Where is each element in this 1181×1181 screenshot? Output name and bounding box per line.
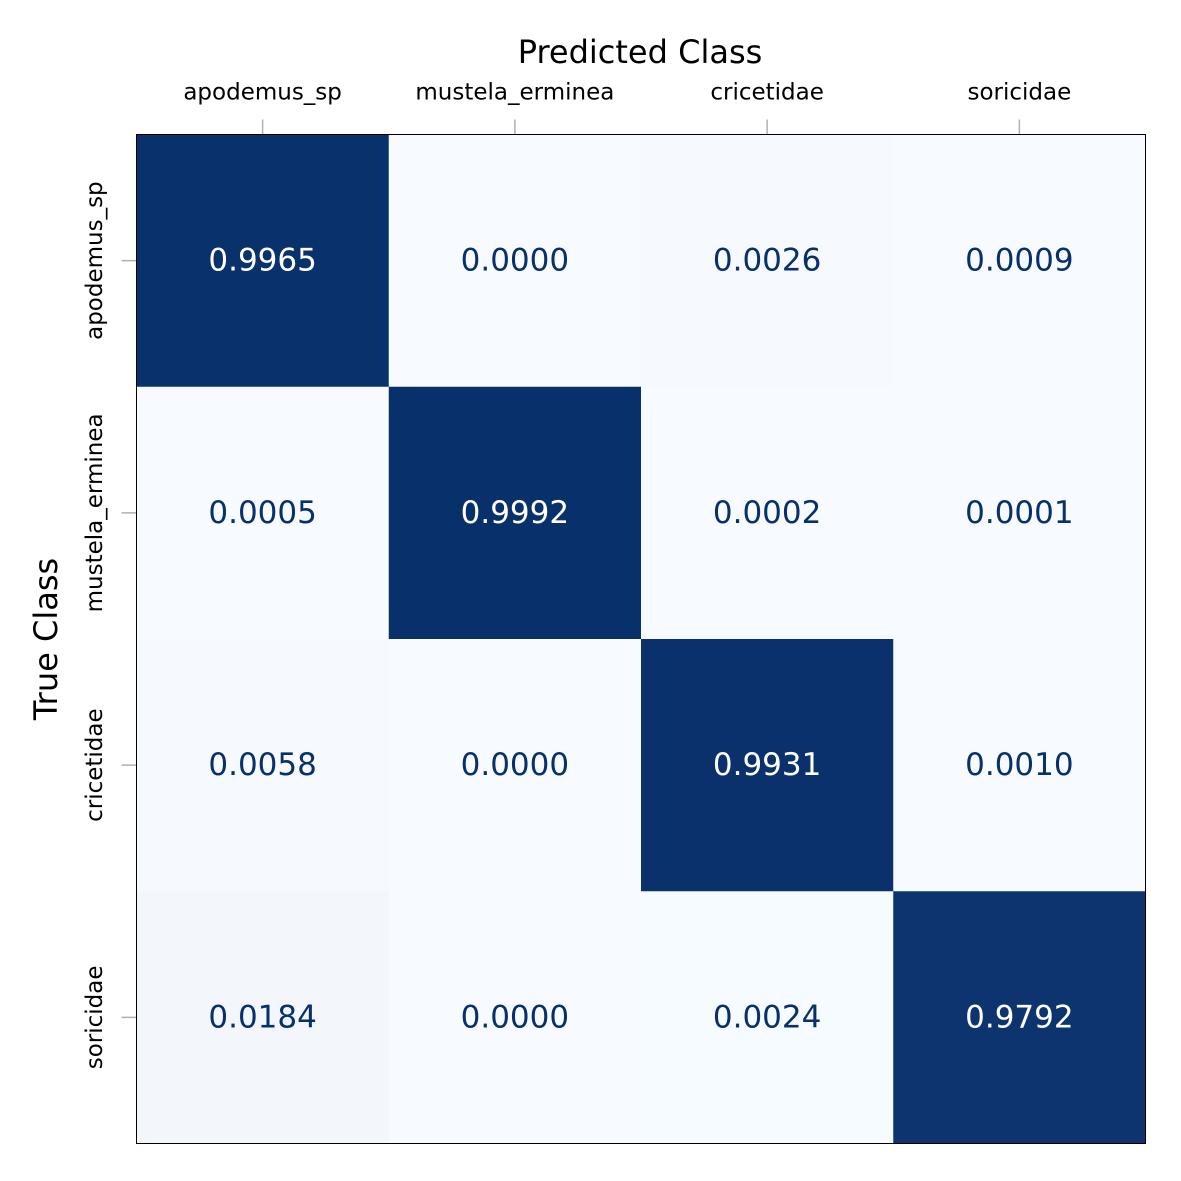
cell-value-label-r0-c1: 0.0000	[461, 243, 569, 279]
cell-value-label-r0-c3: 0.0009	[965, 243, 1073, 279]
y-tick-label-3: soricidae	[82, 965, 108, 1069]
x-axis-ticks: apodemus_sp mustela_erminea cricetidae sori…	[183, 80, 1071, 135]
heatmap-cell-r2-c1	[388, 639, 642, 892]
heatmap-cells	[136, 134, 1146, 1144]
heatmap-cell-r2-c2	[641, 639, 894, 892]
heatmap-cell-r1-c3	[893, 386, 1146, 640]
heatmap-cell-r1-c2	[641, 386, 894, 640]
x-tick-label-3: soricidae	[967, 80, 1071, 106]
cell-value-label-r2-c0: 0.0058	[208, 747, 316, 783]
y-axis-ticks: apodemus_sp mustela_erminea cricetidae sori…	[82, 181, 137, 1069]
heatmap-cell-r3-c2	[641, 891, 894, 1144]
heatmap-cell-r0-c2	[641, 134, 894, 388]
y-tick-label-2: cricetidae	[82, 708, 108, 822]
cell-value-label-r0-c2: 0.0026	[713, 243, 821, 279]
cell-value-label-r1-c1: 0.9992	[461, 495, 569, 531]
x-tick-label-2: cricetidae	[710, 80, 824, 106]
cell-value-label-r3-c3: 0.9792	[965, 999, 1073, 1035]
cell-value-label-r2-c3: 0.0010	[965, 747, 1073, 783]
cell-value-label-r2-c1: 0.0000	[461, 747, 569, 783]
cell-value-label-r1-c2: 0.0002	[713, 495, 821, 531]
y-axis-title: True Class	[27, 558, 65, 721]
heatmap-cell-r0-c3	[893, 134, 1146, 388]
cell-value-label-r1-c3: 0.0001	[965, 495, 1073, 531]
heatmap-cell-r2-c0	[136, 639, 390, 892]
heatmap-cell-r1-c1	[388, 386, 642, 640]
heatmap-cell-r0-c0	[136, 134, 390, 388]
x-axis-title: Predicted Class	[518, 33, 763, 71]
heatmap-cell-r1-c0	[136, 386, 390, 640]
heatmap-cell-r3-c3	[893, 891, 1146, 1144]
cell-value-label-r1-c0: 0.0005	[208, 495, 316, 531]
cell-value-label-r3-c0: 0.0184	[208, 999, 316, 1035]
y-tick-label-0: apodemus_sp	[82, 181, 108, 340]
x-tick-label-0: apodemus_sp	[183, 80, 342, 106]
cell-value-label-r3-c2: 0.0024	[713, 999, 821, 1035]
x-tick-label-1: mustela_erminea	[415, 80, 614, 106]
heatmap-cell-r2-c3	[893, 639, 1146, 892]
heatmap-cell-r3-c0	[136, 891, 390, 1144]
cell-value-label-r3-c1: 0.0000	[461, 999, 569, 1035]
heatmap-cell-r0-c1	[388, 134, 642, 388]
plot-frame	[136, 134, 1146, 1144]
heatmap-cell-labels: 0.9965 0.0000 0.0026 0.0009 0.0005 0.9992 0.00…	[208, 243, 1073, 1036]
cell-value-label-r0-c0: 0.9965	[208, 243, 316, 279]
y-tick-label-1: mustela_erminea	[82, 413, 108, 612]
heatmap-cell-r3-c1	[388, 891, 642, 1144]
cell-value-label-r2-c2: 0.9931	[713, 747, 821, 783]
